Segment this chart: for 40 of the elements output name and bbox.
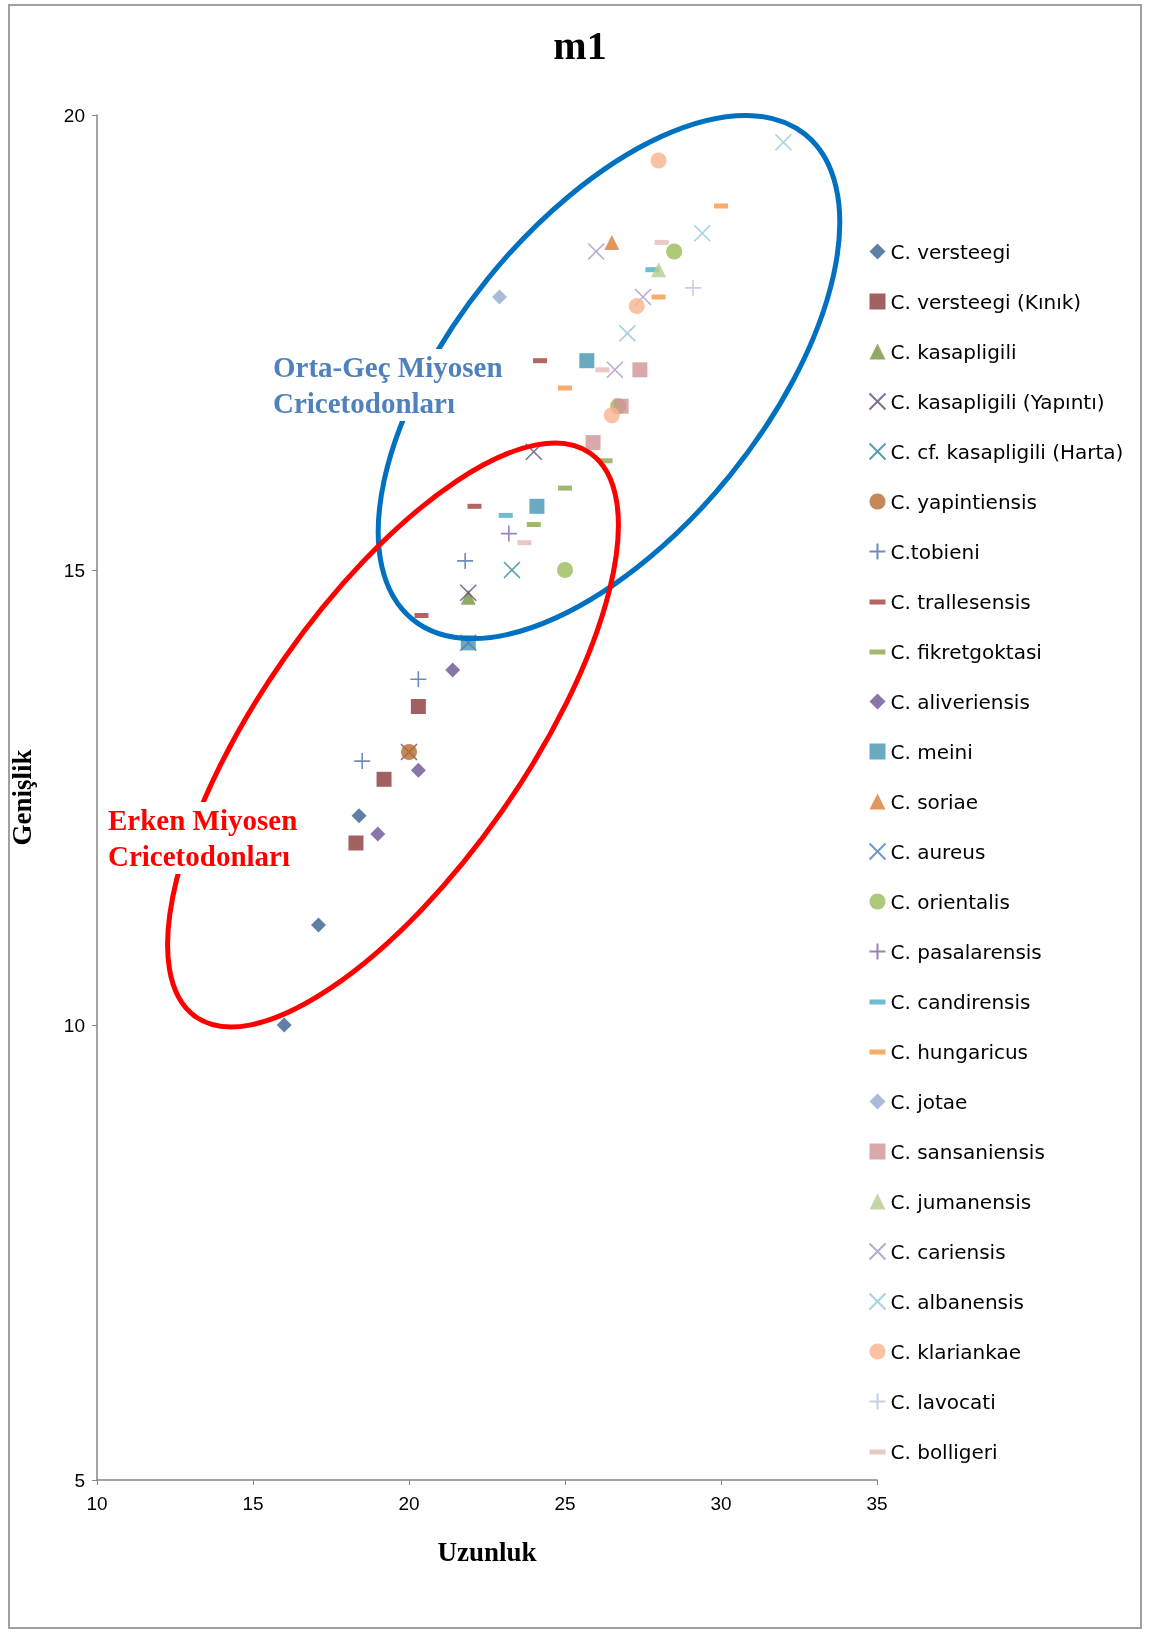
x-tick-label: 10 <box>86 1493 108 1514</box>
x-tick-label: 20 <box>398 1493 420 1514</box>
y-tick-label: 10 <box>63 1014 85 1036</box>
annotation: Orta-Geç Miyosen Cricetodonları <box>272 350 504 421</box>
annotation: Erken Miyosen Cricetodonları <box>107 803 299 874</box>
legend-label: C. klariankae <box>890 1339 1022 1364</box>
legend-label: C. jotae <box>890 1089 968 1114</box>
legend-label: C. aureus <box>890 839 986 864</box>
legend-label: C. versteegi (Kınık) <box>890 289 1082 314</box>
legend-label: C. cf. kasapligili (Harta) <box>890 439 1124 464</box>
legend-label: C. lavocati <box>890 1389 996 1414</box>
x-tick-label: 15 <box>242 1493 264 1514</box>
legend-label: C.tobieni <box>890 539 980 564</box>
y-tick-label: 15 <box>63 559 85 581</box>
legend-label: C. versteegi <box>890 239 1011 264</box>
x-tick-label: 25 <box>554 1493 576 1514</box>
chart-title: m1 <box>553 22 607 68</box>
legend-label: C. meini <box>890 739 973 764</box>
legend-label: C. albanensis <box>890 1289 1024 1314</box>
legend-label: C. soriae <box>890 789 979 814</box>
legend-label: C. orientalis <box>890 889 1010 914</box>
legend-label: C. bolligeri <box>890 1439 998 1464</box>
legend-label: C. trallesensis <box>890 589 1031 614</box>
legend-label: C. hungaricus <box>890 1039 1029 1064</box>
legend-label: C. sansaniensis <box>890 1139 1045 1164</box>
legend-label: C. cariensis <box>890 1239 1006 1264</box>
legend-label: C. kasapligili <box>890 339 1017 364</box>
y-tick-label: 20 <box>63 104 85 126</box>
legend-label: C. jumanensis <box>890 1189 1032 1214</box>
legend-label: C. candirensis <box>890 989 1031 1014</box>
x-tick-label: 30 <box>710 1493 732 1514</box>
legend-label: C. yapintiensis <box>890 489 1037 514</box>
y-axis-title: Genişlik <box>6 749 37 846</box>
x-axis-title: Uzunluk <box>437 1536 537 1567</box>
legend-label: C. fikretgoktasi <box>890 639 1042 664</box>
legend-label: C. aliveriensis <box>890 689 1030 714</box>
y-tick-label: 5 <box>74 1469 85 1491</box>
legend-label: C. kasapligili (Yapıntı) <box>890 389 1105 414</box>
legend-label: C. pasalarensis <box>890 939 1042 964</box>
x-tick-label: 35 <box>866 1493 888 1514</box>
